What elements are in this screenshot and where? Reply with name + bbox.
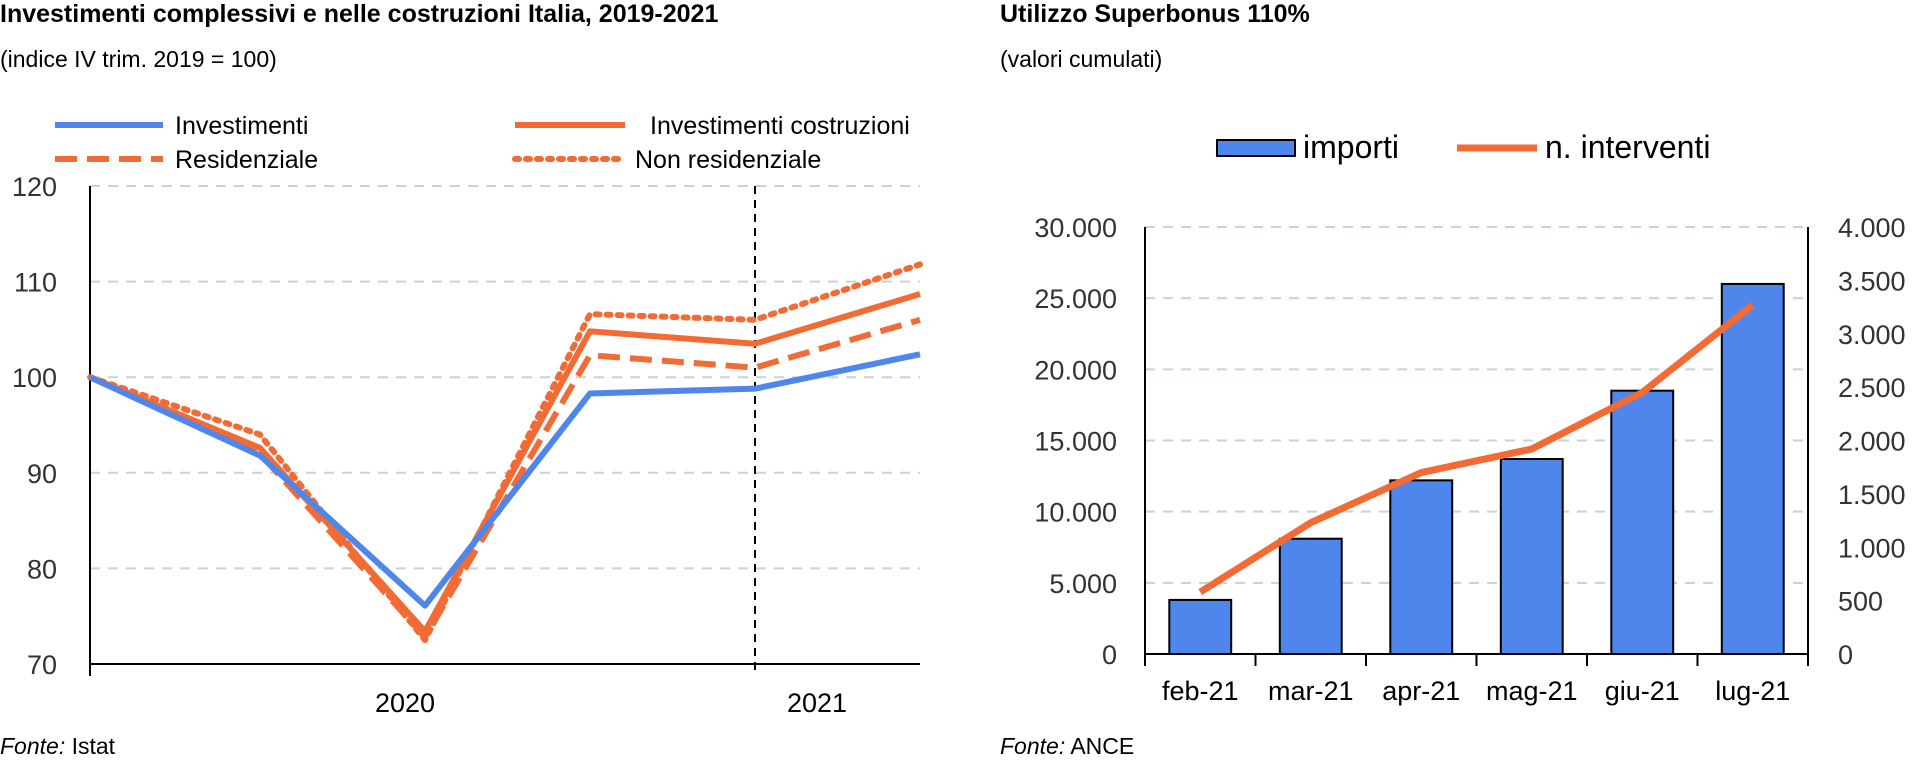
x-tick-label: lug-21 xyxy=(1715,676,1790,706)
y-tick-label: 120 xyxy=(12,172,57,202)
bar xyxy=(1499,458,1564,655)
y-tick-label: 90 xyxy=(27,459,57,489)
chart1-source: Fonte: Istat xyxy=(0,733,115,760)
series-line xyxy=(87,261,923,644)
y-tick-label: 80 xyxy=(27,554,57,584)
x-tick-label: feb-21 xyxy=(1162,676,1239,706)
series-line xyxy=(88,351,921,609)
legend-label: Investimenti costruzioni xyxy=(650,112,910,140)
chart1-source-label: Fonte: xyxy=(0,733,66,759)
y-right-tick-label: 2.000 xyxy=(1838,427,1906,457)
x-tick-label: apr-21 xyxy=(1382,676,1460,706)
y-right-tick-label: 500 xyxy=(1838,587,1883,617)
bar xyxy=(1168,598,1233,655)
x-tick-label: giu-21 xyxy=(1605,676,1680,706)
y-right-tick-label: 1.000 xyxy=(1838,533,1906,563)
bar xyxy=(1389,479,1454,655)
x-tick-label: mar-21 xyxy=(1268,676,1354,706)
y-left-tick-label: 25.000 xyxy=(1034,284,1117,314)
legend-label: n. interventi xyxy=(1545,129,1710,165)
y-right-tick-label: 3.000 xyxy=(1838,320,1906,350)
bar xyxy=(1610,389,1675,655)
y-left-tick-label: 0 xyxy=(1102,640,1117,670)
legend-label: importi xyxy=(1303,129,1399,165)
chart2-subtitle: (valori cumulati) xyxy=(1000,46,1163,72)
series-line xyxy=(1198,302,1755,596)
bar xyxy=(1720,282,1785,655)
y-right-tick-label: 4.000 xyxy=(1838,213,1906,243)
y-right-tick-label: 0 xyxy=(1838,640,1853,670)
y-right-tick-label: 2.500 xyxy=(1838,373,1906,403)
x-tick-label: mag-21 xyxy=(1486,676,1578,706)
y-left-tick-label: 30.000 xyxy=(1034,213,1117,243)
x-group-label: 2021 xyxy=(787,688,847,718)
chart1-subtitle: (indice IV trim. 2019 = 100) xyxy=(0,46,277,72)
chart1-title: Investimenti complessivi e nelle costruz… xyxy=(0,0,719,28)
legend-swatch xyxy=(1216,139,1296,157)
y-right-tick-label: 1.500 xyxy=(1838,480,1906,510)
chart2-title: Utilizzo Superbonus 110% xyxy=(1000,0,1310,28)
chart1-source-value: Istat xyxy=(71,733,116,759)
series-line xyxy=(88,316,921,641)
y-left-tick-label: 20.000 xyxy=(1034,355,1117,385)
y-tick-label: 110 xyxy=(14,268,57,298)
x-group-label: 2020 xyxy=(375,688,435,718)
chart2-source: Fonte: ANCE xyxy=(1000,733,1134,760)
legend-label: Residenziale xyxy=(175,146,318,174)
y-right-tick-label: 3.500 xyxy=(1838,266,1906,296)
y-left-tick-label: 10.000 xyxy=(1034,498,1117,528)
chart2-source-label: Fonte: xyxy=(1000,733,1066,759)
series-line xyxy=(88,291,921,635)
y-left-tick-label: 15.000 xyxy=(1034,427,1117,457)
y-tick-label: 100 xyxy=(12,363,57,393)
chart2-source-value: ANCE xyxy=(1070,733,1135,759)
bar xyxy=(1278,537,1343,656)
y-left-tick-label: 5.000 xyxy=(1049,569,1117,599)
legend-label: Non residenziale xyxy=(635,146,821,174)
y-tick-label: 70 xyxy=(27,650,57,680)
legend-label: Investimenti xyxy=(175,112,308,140)
